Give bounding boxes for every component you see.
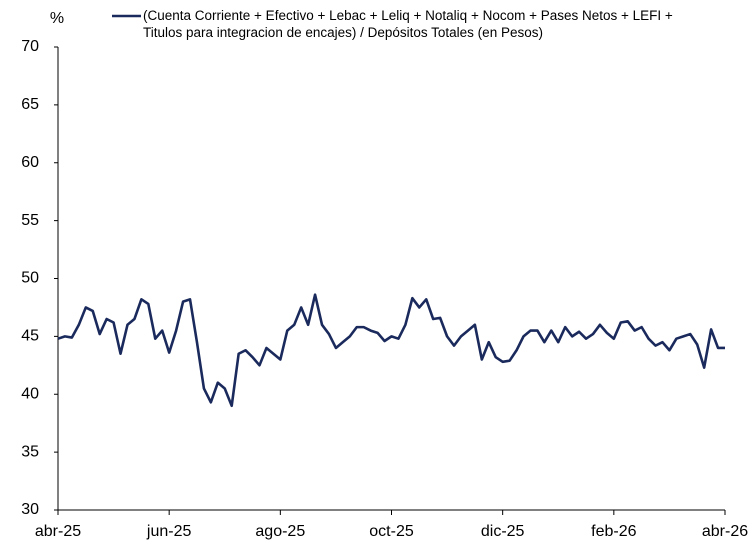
x-tick-label: ago-25 — [255, 523, 305, 540]
legend-label: (Cuenta Corriente + Efectivo + Lebac + L… — [143, 8, 673, 40]
x-tick-label: oct-25 — [369, 523, 414, 540]
x-tick-label: feb-26 — [591, 523, 636, 540]
y-tick-label: 70 — [21, 38, 39, 55]
x-tick-label: abr-25 — [35, 523, 81, 540]
y-tick-label: 65 — [21, 96, 39, 113]
y-tick-label: 35 — [21, 443, 39, 460]
x-tick-label: dic-25 — [481, 523, 525, 540]
x-tick-label: jun-25 — [146, 523, 192, 540]
data-line — [57, 293, 725, 408]
y-tick-label: 40 — [21, 385, 39, 402]
x-tick-label: abr-26 — [702, 523, 748, 540]
y-tick-label: 55 — [21, 212, 39, 229]
y-tick-label: 30 — [21, 501, 39, 518]
y-tick-label: 45 — [21, 328, 39, 345]
y-tick-label: 60 — [21, 154, 39, 171]
y-axis-label: % — [50, 10, 64, 27]
y-tick-label: 50 — [21, 270, 39, 287]
